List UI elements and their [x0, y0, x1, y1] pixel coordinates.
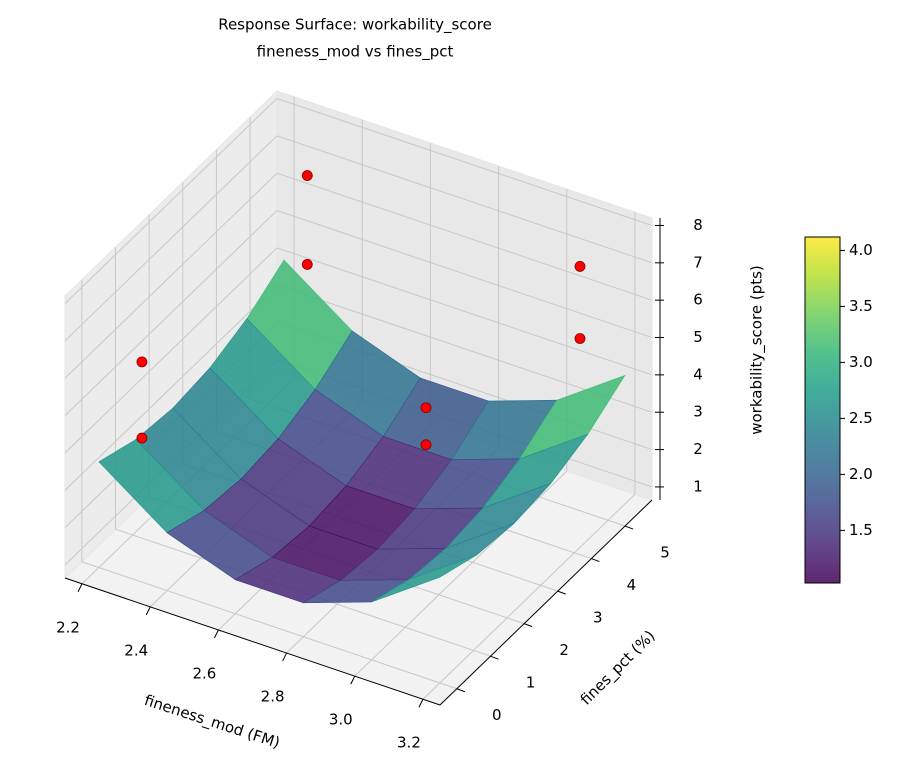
tick-mark	[350, 675, 356, 685]
y-axis	[439, 499, 653, 706]
y-tick-label: 5	[660, 544, 670, 562]
grid-line	[276, 135, 653, 264]
tick-mark	[418, 699, 424, 708]
tick-mark	[77, 583, 83, 592]
data-point	[574, 333, 586, 344]
data-point	[136, 432, 148, 444]
x-tick-label: 3.2	[397, 734, 421, 752]
colorbar-tick-label: 3.5	[849, 297, 873, 315]
y-tick-label: 2	[559, 641, 569, 659]
grid-line	[354, 470, 568, 677]
z-tick-label: 4	[693, 365, 703, 383]
grid-line	[64, 135, 278, 342]
z-tick-label: 1	[693, 477, 703, 495]
tick-mark	[557, 590, 566, 595]
tick-mark	[624, 525, 634, 530]
z-tick-label: 6	[693, 291, 703, 309]
tick-mark	[456, 688, 466, 693]
y-tick-label: 4	[627, 576, 637, 594]
tick-mark	[490, 655, 499, 660]
tick-mark	[591, 558, 600, 563]
grid-line	[276, 247, 653, 376]
z-axis-label: workability_score (pts)	[748, 265, 767, 435]
tick-mark	[145, 606, 151, 616]
data-point	[301, 259, 313, 270]
data-point	[301, 170, 313, 181]
y-tick-label: 3	[593, 609, 603, 627]
tick-mark	[282, 652, 288, 662]
tick-mark	[523, 623, 533, 628]
surface-patch	[371, 554, 477, 603]
chart-title: Response Surface: workability_score	[218, 16, 492, 35]
grid-line	[64, 172, 278, 379]
x-axis	[64, 577, 441, 706]
colorbar-tick-label: 2.0	[849, 465, 873, 483]
data-point	[136, 356, 148, 368]
colorbar-tick-label: 1.5	[849, 521, 873, 539]
colorbar-tick-label: 3.0	[849, 353, 873, 371]
colorbar-tick-label: 4.0	[849, 241, 873, 259]
x-tick-label: 2.4	[124, 641, 148, 659]
z-tick-label: 2	[693, 440, 703, 458]
z-tick-label: 5	[693, 328, 703, 346]
grid-line	[81, 561, 457, 690]
chart-subtitle: fineness_mod vs fines_pct	[257, 43, 454, 62]
z-tick-label: 7	[693, 253, 703, 271]
x-tick-label: 2.8	[261, 688, 285, 706]
grid-line	[276, 210, 653, 338]
grid-line	[422, 493, 636, 700]
colorbar	[804, 236, 841, 584]
grid-line	[64, 247, 278, 454]
tick-mark	[213, 629, 219, 639]
x-tick-label: 2.6	[192, 664, 216, 682]
grid-line	[64, 98, 278, 304]
z-tick-label: 3	[693, 403, 703, 421]
x-tick-label: 2.2	[56, 618, 80, 636]
data-point	[420, 402, 432, 414]
y-tick-label: 1	[526, 674, 536, 692]
colorbar-tick-label: 2.5	[849, 409, 873, 427]
grid-line	[276, 172, 653, 301]
data-point	[420, 439, 432, 451]
x-tick-label: 3.0	[329, 711, 353, 729]
y-tick-label: 0	[492, 706, 502, 724]
data-point	[574, 261, 586, 272]
z-tick-label: 8	[693, 216, 703, 234]
grid-line	[64, 284, 278, 491]
grid-line	[64, 210, 278, 416]
grid-line	[276, 97, 653, 226]
y-axis-label: fines_pct (%)	[577, 627, 660, 710]
